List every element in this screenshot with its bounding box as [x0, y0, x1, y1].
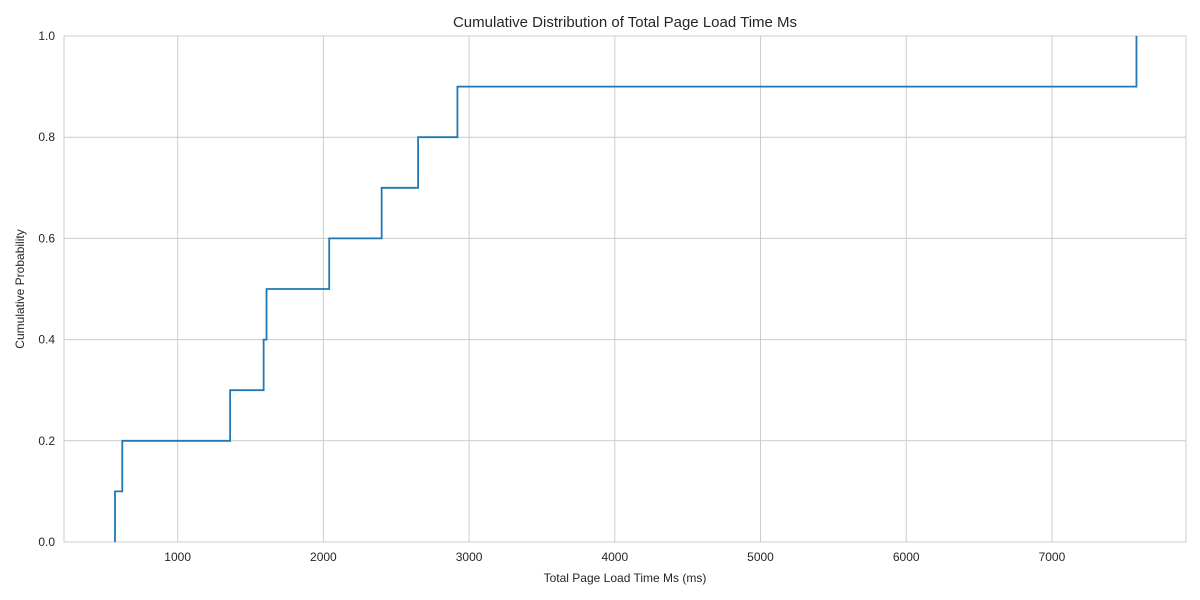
y-axis-label: Cumulative Probability — [13, 229, 27, 348]
y-tick-label: 0.8 — [38, 130, 55, 144]
y-tick-label: 0.6 — [38, 231, 55, 245]
y-tick-labels: 0.0 0.2 0.4 0.6 0.8 1.0 — [38, 29, 55, 549]
x-tick-label: 2000 — [310, 550, 337, 564]
x-tick-label: 3000 — [456, 550, 483, 564]
y-tick-label: 0.4 — [38, 333, 55, 347]
x-tick-label: 4000 — [601, 550, 628, 564]
chart-title: Cumulative Distribution of Total Page Lo… — [453, 14, 797, 31]
x-tick-label: 6000 — [893, 550, 920, 564]
grid — [64, 35, 1186, 543]
y-tick-label: 0.0 — [38, 535, 55, 549]
plot-frame — [63, 35, 1187, 543]
y-tick-label: 0.2 — [38, 434, 55, 448]
ecdf-series-line — [114, 36, 1138, 542]
x-tick-label: 7000 — [1039, 550, 1066, 564]
y-tick-label: 1.0 — [38, 29, 55, 43]
x-tick-label: 1000 — [164, 550, 191, 564]
x-tick-label: 5000 — [747, 550, 774, 564]
x-axis-label: Total Page Load Time Ms (ms) — [544, 571, 707, 585]
x-tick-labels: 1000 2000 3000 4000 5000 6000 7000 — [164, 550, 1065, 564]
